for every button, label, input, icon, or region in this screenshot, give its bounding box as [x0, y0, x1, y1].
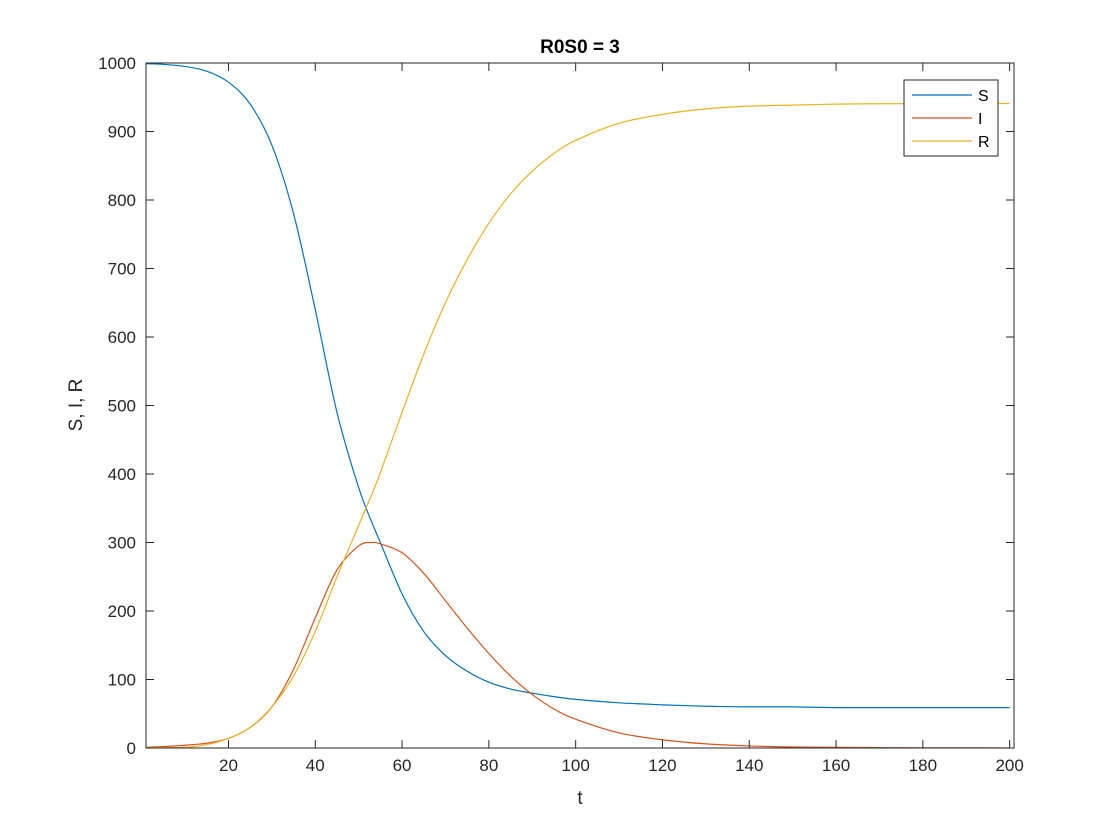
x-tick-label: 160	[822, 756, 850, 775]
x-tick-label: 200	[995, 756, 1023, 775]
x-tick-label: 140	[735, 756, 763, 775]
y-tick-label: 700	[108, 260, 136, 279]
x-axis: 20 40 60 80 100 120 140 160 180 200	[219, 63, 1024, 775]
x-tick-label: 40	[306, 756, 325, 775]
y-axis: 0 100 200 300 400 500 600 700 800 900 1000	[98, 54, 1014, 758]
chart-title: R0S0 = 3	[540, 37, 620, 58]
x-tick-label: 60	[393, 756, 412, 775]
legend: SIR	[903, 79, 999, 157]
y-tick-label: 200	[108, 602, 136, 621]
x-axis-label: t	[577, 788, 583, 809]
y-tick-label: 400	[108, 465, 136, 484]
y-tick-label: 600	[108, 328, 136, 347]
legend-label-I: I	[978, 111, 982, 128]
y-tick-label: 900	[108, 123, 136, 142]
series-line-R	[145, 102, 1010, 749]
y-tick-label: 500	[108, 397, 136, 416]
y-tick-label: 1000	[98, 54, 136, 73]
y-tick-label: 800	[108, 191, 136, 210]
legend-label-S: S	[978, 88, 989, 105]
x-tick-label: 20	[219, 756, 238, 775]
y-tick-label: 0	[127, 739, 136, 758]
x-tick-label: 180	[909, 756, 937, 775]
legend-label-R: R	[978, 134, 990, 151]
plot-area	[146, 63, 1014, 748]
y-tick-label: 300	[108, 534, 136, 553]
series-layer	[145, 63, 1010, 749]
x-tick-label: 100	[561, 756, 589, 775]
x-tick-label: 80	[479, 756, 498, 775]
x-tick-label: 120	[648, 756, 676, 775]
y-tick-label: 100	[108, 671, 136, 690]
series-line-S	[145, 63, 1010, 709]
y-axis-label: S, I, R	[66, 379, 87, 432]
